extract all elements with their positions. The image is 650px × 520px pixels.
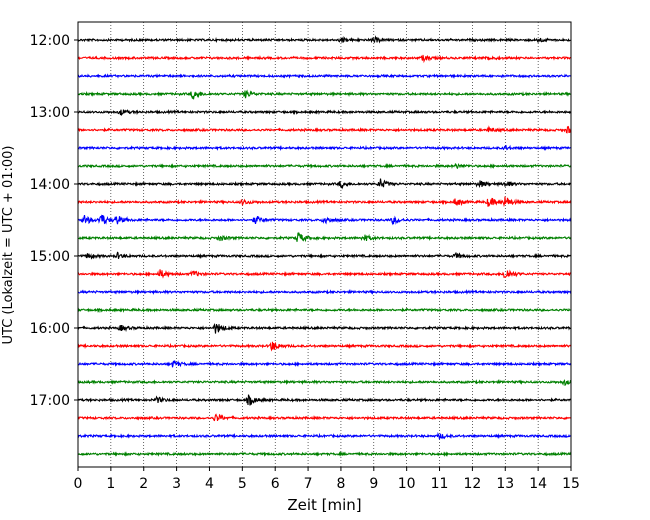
trace-1315 (77, 125, 572, 134)
trace-1230 (77, 72, 572, 79)
trace-1600 (77, 323, 572, 334)
x-axis-label: Zeit [min] (287, 496, 361, 514)
trace-1245 (77, 89, 572, 100)
trace-1400 (77, 178, 572, 190)
trace-1745 (77, 450, 572, 457)
y-axis-label: UTC (Lokalzeit = UTC + 01:00) (1, 146, 16, 345)
x-tick-label: 14 (529, 476, 547, 492)
y-tick-label: 15:00 (30, 249, 70, 265)
trace-1615 (77, 341, 572, 352)
y-tick-label: 14:00 (30, 177, 70, 193)
trace-1700 (77, 394, 572, 406)
trace-1545 (77, 307, 572, 314)
trace-1300 (77, 109, 572, 117)
x-tick-label: 6 (271, 476, 280, 492)
x-tick-label: 1 (106, 476, 115, 492)
trace-1330 (77, 144, 572, 152)
plot-frame (77, 21, 572, 468)
trace-1630 (77, 359, 572, 368)
y-tick-label: 16:00 (30, 321, 70, 337)
trace-1430 (77, 214, 572, 226)
trace-1645 (77, 378, 572, 387)
x-tick-label: 15 (562, 476, 580, 492)
x-axis-ticks: 0 1 2 3 4 5 6 7 8 9 10 11 12 13 14 15 (74, 467, 580, 492)
trace-1215 (77, 54, 572, 64)
trace-1715 (77, 413, 572, 422)
x-tick-label: 11 (431, 476, 449, 492)
trace-1415 (77, 196, 572, 208)
trace-1730 (77, 432, 572, 440)
y-tick-label: 17:00 (30, 393, 70, 409)
x-tick-label: 13 (496, 476, 514, 492)
y-axis-ticks: 12:00 13:00 14:00 15:00 16:00 17:00 (30, 33, 78, 409)
x-tick-label: 10 (398, 476, 416, 492)
x-tick-label: 5 (238, 476, 247, 492)
x-tick-label: 8 (336, 476, 345, 492)
x-tick-label: 3 (172, 476, 181, 492)
x-tick-label: 4 (205, 476, 214, 492)
trace-1515 (77, 269, 572, 279)
x-tick-label: 0 (74, 476, 83, 492)
trace-1530 (77, 288, 572, 296)
trace-group (77, 35, 572, 457)
x-tick-label: 9 (369, 476, 378, 492)
x-tick-label: 12 (463, 476, 481, 492)
trace-1200 (77, 35, 572, 44)
trace-1345 (77, 162, 572, 170)
trace-1500 (77, 251, 572, 260)
x-tick-label: 2 (139, 476, 148, 492)
y-tick-label: 12:00 (30, 33, 70, 49)
x-tick-label: 7 (304, 476, 313, 492)
trace-1445 (77, 231, 572, 243)
y-tick-label: 13:00 (30, 105, 70, 121)
vertical-grid (110, 22, 539, 467)
